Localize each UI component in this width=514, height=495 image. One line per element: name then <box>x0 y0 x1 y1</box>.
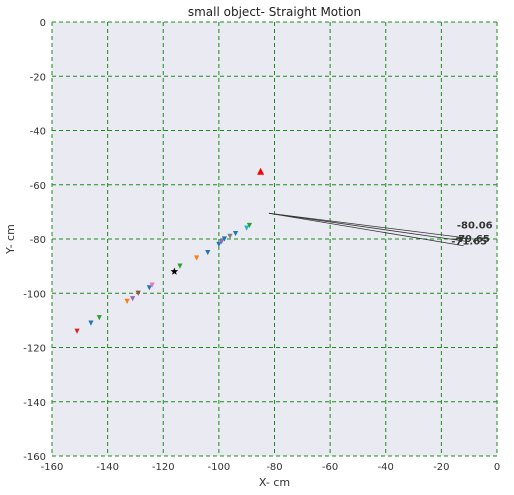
data-point <box>74 328 80 334</box>
y-tick-label: -80 <box>30 235 46 246</box>
y-tick-label: -160 <box>23 452 46 463</box>
data-point <box>149 282 155 288</box>
x-tick-label: -160 <box>41 462 64 473</box>
data-point <box>130 296 136 302</box>
x-axis-ticks: -160 -140 -120 -100 -80 -60 -40 -20 0 <box>41 462 501 473</box>
annotation-lines <box>268 212 470 247</box>
data-point <box>177 263 183 269</box>
y-tick-label: -100 <box>23 289 46 300</box>
data-point-triangle-up <box>257 167 265 175</box>
annotation-label: -80.06 <box>457 220 493 231</box>
x-tick-label: -40 <box>378 462 394 473</box>
data-point <box>96 315 102 321</box>
annotation-line <box>268 212 464 247</box>
y-tick-label: -60 <box>30 181 46 192</box>
data-point <box>227 233 233 239</box>
y-tick-label: -20 <box>30 72 46 83</box>
data-point <box>219 239 225 245</box>
x-tick-label: -20 <box>433 462 449 473</box>
data-point-star <box>170 267 179 275</box>
annotation-label: -71.65 <box>451 237 487 248</box>
data-point <box>232 230 239 237</box>
annotation-line <box>268 212 470 243</box>
y-tick-label: 0 <box>40 18 46 29</box>
chart-title: small object- Straight Motion <box>188 5 361 19</box>
data-point <box>221 236 228 242</box>
x-tick-label: -80 <box>266 462 282 473</box>
data-point <box>244 225 250 231</box>
x-axis-label: X- cm <box>259 476 290 489</box>
y-tick-label: -140 <box>23 398 46 409</box>
y-axis-label: Y- cm <box>4 224 17 255</box>
annotation-label: -79.65 <box>454 234 490 245</box>
data-point <box>135 290 141 296</box>
x-tick-label: -60 <box>322 462 338 473</box>
y-tick-label: -40 <box>30 127 46 138</box>
grid <box>51 21 498 457</box>
data-point <box>88 320 94 326</box>
annotation-line <box>268 212 464 239</box>
y-axis-ticks: 0 -20 -40 -60 -80 -100 -120 -140 -160 <box>23 18 46 463</box>
x-tick-label: 0 <box>494 462 500 473</box>
data-point <box>124 298 130 304</box>
data-point <box>216 241 222 248</box>
x-tick-label: -140 <box>96 462 119 473</box>
y-tick-label: -120 <box>23 344 46 355</box>
annotations: -80.06 -79.65-71.65 <box>451 220 492 247</box>
data-point <box>205 249 211 256</box>
x-tick-label: -100 <box>208 462 231 473</box>
x-tick-label: -120 <box>152 462 175 473</box>
data-point <box>246 222 253 229</box>
data-point <box>146 285 152 291</box>
data-points <box>74 167 265 334</box>
data-point <box>194 255 200 261</box>
